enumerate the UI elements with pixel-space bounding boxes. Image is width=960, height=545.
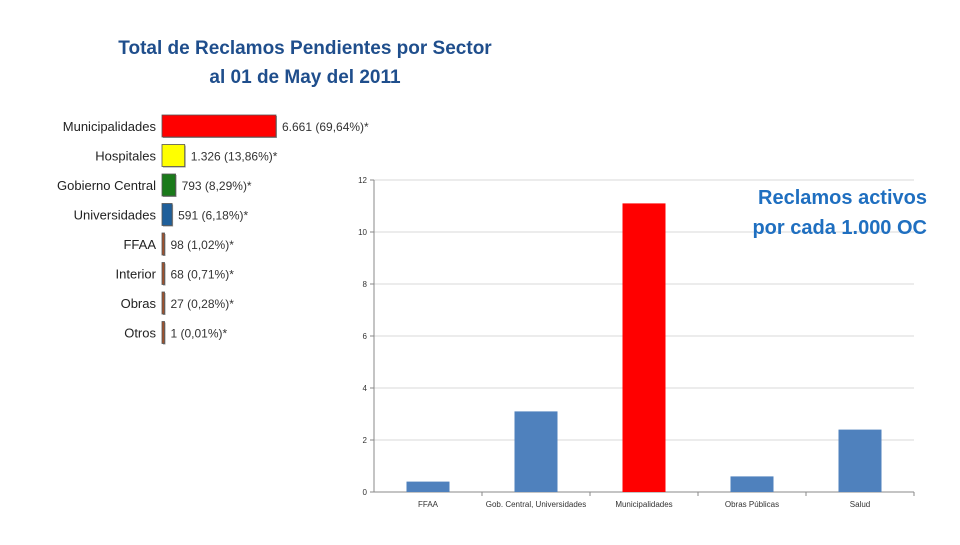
chart-note: Reclamos activos por cada 1.000 OC: [752, 183, 927, 243]
vbar-gob-central-universidades: [514, 411, 558, 492]
note-line-1: Reclamos activos: [758, 187, 927, 209]
x-tick-label-gob-central-universidades: Gob. Central, Universidades: [486, 500, 587, 509]
x-tick-label-municipalidades: Municipalidades: [615, 500, 672, 509]
y-tick-label-4: 4: [363, 384, 368, 393]
vbar-salud: [838, 429, 882, 492]
title-line-2: al 01 de May del 2011: [209, 67, 401, 88]
y-tick-label-6: 6: [363, 332, 368, 341]
x-tick-label-salud: Salud: [850, 500, 870, 509]
y-tick-label-2: 2: [363, 436, 368, 445]
vbar-ffaa: [406, 481, 450, 492]
x-tick-label-ffaa: FFAA: [418, 500, 439, 509]
note-line-2: por cada 1.000 OC: [752, 217, 927, 239]
chart-title: Total de Reclamos Pendientes por Sector …: [60, 34, 550, 92]
y-tick-label-0: 0: [363, 488, 368, 497]
title-line-1: Total de Reclamos Pendientes por Sector: [118, 38, 492, 59]
y-tick-label-12: 12: [358, 176, 367, 185]
vbar-obras-publicas: [730, 476, 774, 492]
y-tick-label-10: 10: [358, 228, 367, 237]
vbar-municipalidades: [622, 203, 666, 492]
y-tick-label-8: 8: [363, 280, 368, 289]
x-tick-label-obras-publicas: Obras Públicas: [725, 500, 779, 509]
